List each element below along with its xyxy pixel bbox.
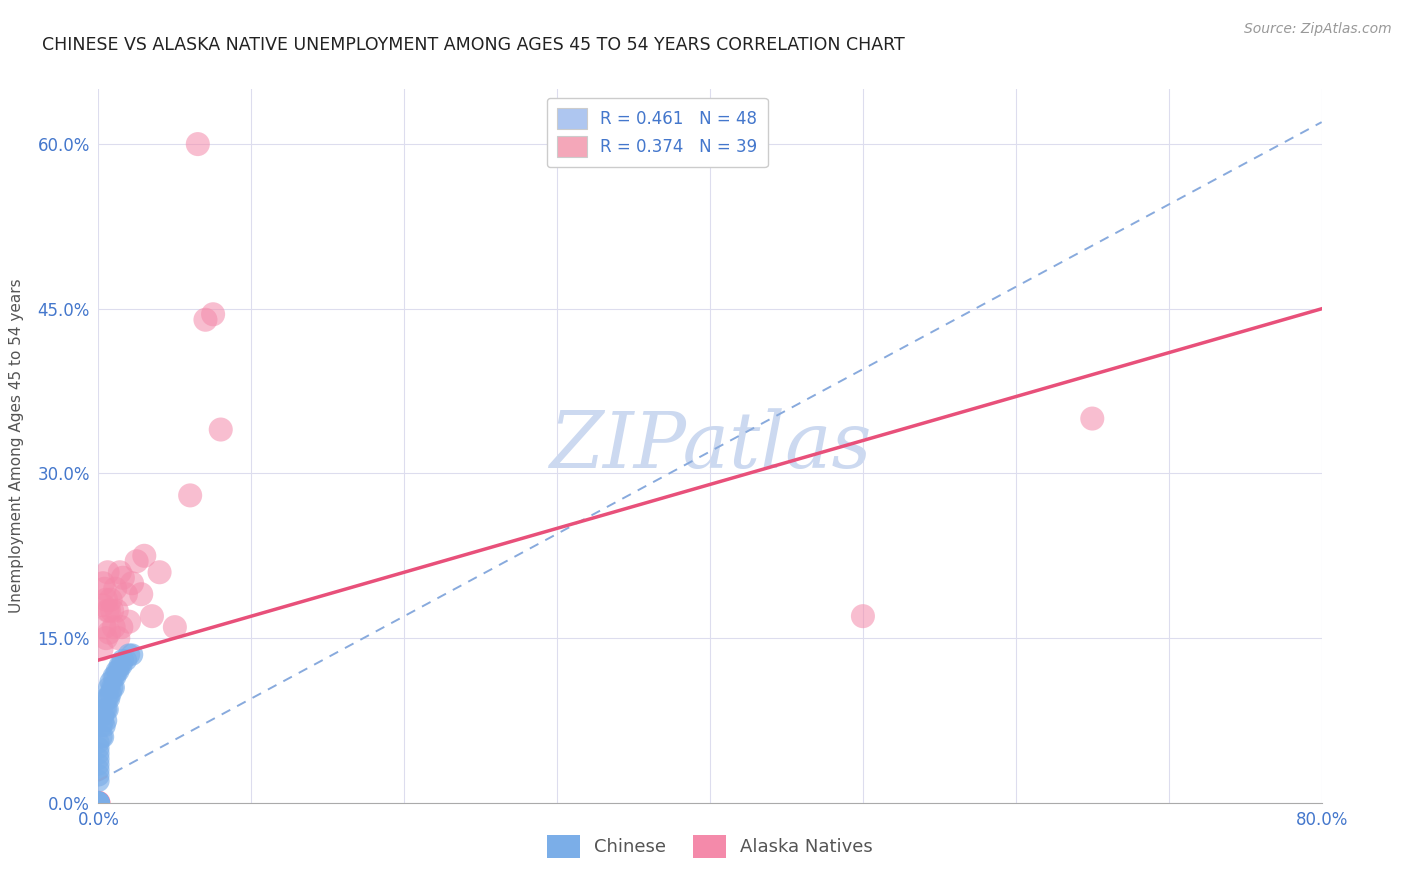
- Point: [94, 702, 117, 716]
- Point: [87, 752, 110, 766]
- Point: [87, 796, 110, 810]
- Point: [118, 648, 141, 662]
- Y-axis label: Unemployment Among Ages 45 to 54 years: Unemployment Among Ages 45 to 54 years: [8, 278, 24, 614]
- Text: Source: ZipAtlas.com: Source: ZipAtlas.com: [1244, 22, 1392, 37]
- Point: [87, 796, 110, 810]
- Point: [97, 702, 120, 716]
- Point: [121, 576, 143, 591]
- Point: [87, 773, 110, 788]
- Point: [163, 620, 186, 634]
- Point: [94, 691, 117, 706]
- Point: [110, 658, 132, 673]
- Point: [87, 796, 110, 810]
- Point: [98, 681, 121, 695]
- Point: [87, 757, 110, 772]
- Point: [98, 604, 121, 618]
- Point: [108, 566, 131, 580]
- Point: [852, 609, 875, 624]
- Point: [98, 691, 121, 706]
- Point: [115, 587, 138, 601]
- Point: [94, 592, 117, 607]
- Point: [111, 571, 134, 585]
- Point: [202, 307, 225, 321]
- Point: [87, 735, 110, 749]
- Point: [104, 582, 127, 596]
- Point: [115, 653, 138, 667]
- Point: [90, 730, 112, 744]
- Point: [87, 740, 110, 755]
- Point: [93, 582, 115, 596]
- Point: [93, 719, 115, 733]
- Point: [97, 566, 120, 580]
- Point: [93, 702, 115, 716]
- Point: [134, 549, 156, 563]
- Point: [100, 675, 122, 690]
- Point: [87, 796, 110, 810]
- Point: [93, 620, 115, 634]
- Point: [107, 631, 129, 645]
- Point: [91, 730, 114, 744]
- Point: [91, 708, 114, 723]
- Point: [103, 669, 125, 683]
- Point: [141, 609, 163, 624]
- Text: CHINESE VS ALASKA NATIVE UNEMPLOYMENT AMONG AGES 45 TO 54 YEARS CORRELATION CHAR: CHINESE VS ALASKA NATIVE UNEMPLOYMENT AM…: [42, 36, 905, 54]
- Point: [121, 648, 143, 662]
- Point: [179, 488, 201, 502]
- Point: [90, 642, 112, 657]
- Point: [187, 137, 209, 152]
- Point: [107, 664, 129, 678]
- Point: [100, 592, 122, 607]
- Point: [87, 796, 110, 810]
- Point: [104, 669, 127, 683]
- Point: [100, 686, 122, 700]
- Text: ZIPatlas: ZIPatlas: [548, 408, 872, 484]
- Point: [194, 312, 217, 326]
- Point: [209, 423, 232, 437]
- Point: [87, 796, 110, 810]
- Point: [94, 714, 117, 728]
- Point: [91, 714, 114, 728]
- Point: [87, 747, 110, 761]
- Legend: Chinese, Alaska Natives: Chinese, Alaska Natives: [540, 828, 880, 865]
- Point: [105, 664, 128, 678]
- Point: [87, 763, 110, 777]
- Point: [87, 796, 110, 810]
- Point: [87, 796, 110, 810]
- Point: [87, 768, 110, 782]
- Point: [125, 554, 148, 568]
- Point: [101, 681, 124, 695]
- Point: [87, 796, 110, 810]
- Point: [91, 598, 114, 612]
- Point: [87, 796, 110, 810]
- Point: [110, 620, 132, 634]
- Point: [94, 631, 117, 645]
- Point: [98, 625, 121, 640]
- Point: [101, 604, 124, 618]
- Point: [105, 604, 128, 618]
- Point: [118, 615, 141, 629]
- Point: [129, 587, 152, 601]
- Point: [103, 681, 125, 695]
- Point: [97, 604, 120, 618]
- Point: [108, 658, 131, 673]
- Point: [87, 796, 110, 810]
- Point: [97, 691, 120, 706]
- Point: [1081, 411, 1104, 425]
- Point: [87, 796, 110, 810]
- Point: [87, 796, 110, 810]
- Point: [149, 566, 172, 580]
- Point: [87, 796, 110, 810]
- Point: [111, 653, 134, 667]
- Point: [87, 796, 110, 810]
- Point: [91, 576, 114, 591]
- Point: [90, 719, 112, 733]
- Point: [103, 620, 125, 634]
